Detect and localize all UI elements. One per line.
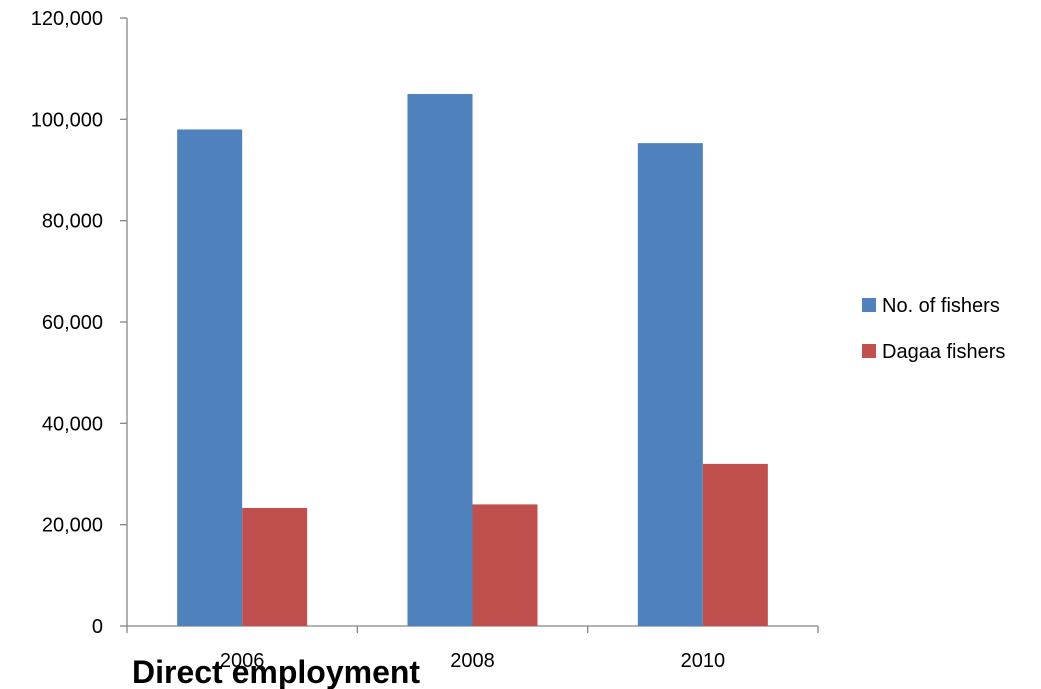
y-tick-label: 0	[92, 616, 103, 638]
y-tick-label: 40,000	[42, 413, 103, 435]
y-tick-label: 120,000	[31, 8, 103, 30]
legend-swatch	[862, 298, 876, 312]
x-tick-label: 2006	[220, 650, 265, 672]
bar-no-of-fishers-2006	[177, 129, 243, 626]
legend: No. of fishers Dagaa fishers	[862, 295, 1005, 363]
legend-swatch	[862, 344, 876, 358]
y-tick-label: 100,000	[31, 109, 103, 131]
bar-no-of-fishers-2008	[407, 94, 473, 626]
chart-title: Direct employment	[132, 654, 420, 689]
bar-dagaa-fishers-2006	[242, 507, 308, 626]
y-tick-label: 60,000	[42, 312, 103, 334]
bar-no-of-fishers-2010	[637, 143, 703, 626]
x-tick-label: 2008	[450, 650, 495, 672]
x-tick-label: 2010	[681, 650, 726, 672]
y-tick-label: 20,000	[42, 515, 103, 537]
bar-dagaa-fishers-2010	[702, 463, 768, 626]
legend-label: No. of fishers	[882, 295, 1000, 317]
bar-dagaa-fishers-2008	[472, 504, 538, 626]
bars	[177, 94, 768, 626]
legend-label: Dagaa fishers	[882, 341, 1005, 363]
y-axis: 0 20,000 40,000 60,000 80,000 100,000 120,000	[31, 8, 128, 638]
y-tick-label: 80,000	[42, 211, 103, 233]
